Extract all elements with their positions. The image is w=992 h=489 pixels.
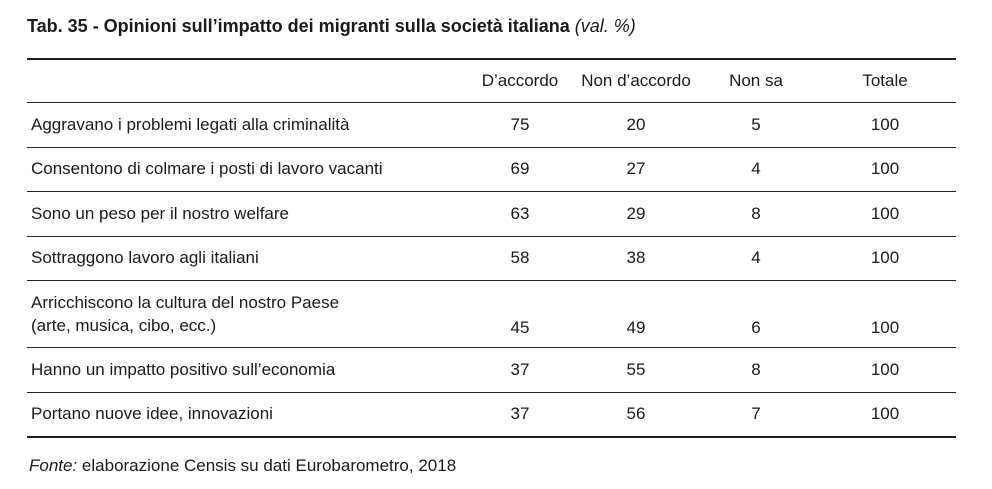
table-row: Portano nuove idee, innovazioni 37 56 7 100 [27, 392, 956, 438]
data-table: D’accordo Non d’accordo Non sa Totale Ag… [27, 58, 956, 438]
row-label: Aggravano i problemi legati alla crimina… [27, 102, 466, 148]
table-body: Aggravano i problemi legati alla crimina… [27, 102, 956, 438]
table-title: Tab. 35 - Opinioni sull’impatto dei migr… [27, 16, 967, 37]
cell-non-d-accordo: 27 [574, 147, 698, 192]
row-label-line: Sono un peso per il nostro welfare [31, 203, 289, 223]
row-label-line: Aggravano i problemi legati alla crimina… [31, 114, 350, 134]
cell-totale: 100 [814, 191, 956, 237]
cell-d-accordo: 69 [466, 147, 574, 192]
cell-totale: 100 [814, 392, 956, 438]
cell-d-accordo: 45 [466, 280, 574, 348]
row-label: Sottraggono lavoro agli italiani [27, 236, 466, 281]
cell-non-d-accordo: 38 [574, 236, 698, 281]
cell-non-sa: 4 [698, 147, 814, 192]
cell-non-d-accordo: 29 [574, 191, 698, 237]
cell-totale: 100 [814, 147, 956, 192]
table-row: Sottraggono lavoro agli italiani 58 38 4 100 [27, 236, 956, 281]
table-title-main: Tab. 35 - Opinioni sull’impatto dei migr… [27, 16, 570, 36]
table-row: Consentono di colmare i posti di lavoro … [27, 147, 956, 192]
cell-non-sa: 7 [698, 392, 814, 438]
cell-non-d-accordo: 49 [574, 280, 698, 348]
row-label: Arricchiscono la cultura del nostro Paes… [27, 280, 466, 348]
cell-d-accordo: 37 [466, 347, 574, 393]
row-label-line: Hanno un impatto positivo sull’economia [31, 359, 336, 379]
column-header-d-accordo: D’accordo [466, 58, 574, 103]
column-header-totale: Totale [814, 58, 956, 103]
table-row: Hanno un impatto positivo sull’economia 3… [27, 347, 956, 393]
cell-non-sa: 5 [698, 102, 814, 148]
cell-non-d-accordo: 20 [574, 102, 698, 148]
cell-non-sa: 8 [698, 347, 814, 393]
source-label: Fonte: [29, 456, 78, 475]
cell-non-sa: 4 [698, 236, 814, 281]
row-label-line: Consentono di colmare i posti di lavoro … [31, 159, 383, 179]
table-row: Sono un peso per il nostro welfare 63 29 8 1… [27, 191, 956, 237]
table-title-unit: (val. %) [574, 16, 636, 36]
cell-d-accordo: 37 [466, 392, 574, 438]
cell-totale: 100 [814, 102, 956, 148]
cell-non-sa: 8 [698, 191, 814, 237]
cell-totale: 100 [814, 347, 956, 393]
row-label-line: (arte, musica, cibo, ecc.) [31, 316, 217, 335]
header-row: D’accordo Non d’accordo Non sa Totale [27, 58, 956, 103]
cell-non-sa: 6 [698, 280, 814, 348]
row-label: Portano nuove idee, innovazioni [27, 392, 466, 438]
cell-totale: 100 [814, 280, 956, 348]
cell-d-accordo: 63 [466, 191, 574, 237]
cell-totale: 100 [814, 236, 956, 281]
column-header-label [27, 58, 466, 103]
row-label: Hanno un impatto positivo sull’economia [27, 347, 466, 393]
cell-non-d-accordo: 55 [574, 347, 698, 393]
cell-non-d-accordo: 56 [574, 392, 698, 438]
column-header-non-d-accordo: Non d’accordo [574, 58, 698, 103]
column-header-non-sa: Non sa [698, 58, 814, 103]
source-text: elaborazione Censis su dati Eurobarometr… [77, 456, 457, 475]
row-label-line: Arricchiscono la cultura del nostro Paes… [31, 293, 340, 312]
source-note: Fonte: elaborazione Censis su dati Eurob… [29, 456, 456, 476]
cell-d-accordo: 75 [466, 102, 574, 148]
row-label-line: Sottraggono lavoro agli italiani [31, 248, 259, 268]
row-label-line: Portano nuove idee, innovazioni [31, 404, 273, 423]
cell-d-accordo: 58 [466, 236, 574, 281]
row-label: Consentono di colmare i posti di lavoro … [27, 147, 466, 192]
row-label: Sono un peso per il nostro welfare [27, 191, 466, 237]
table-row: Arricchiscono la cultura del nostro Paes… [27, 280, 956, 348]
table-row: Aggravano i problemi legati alla crimina… [27, 102, 956, 148]
